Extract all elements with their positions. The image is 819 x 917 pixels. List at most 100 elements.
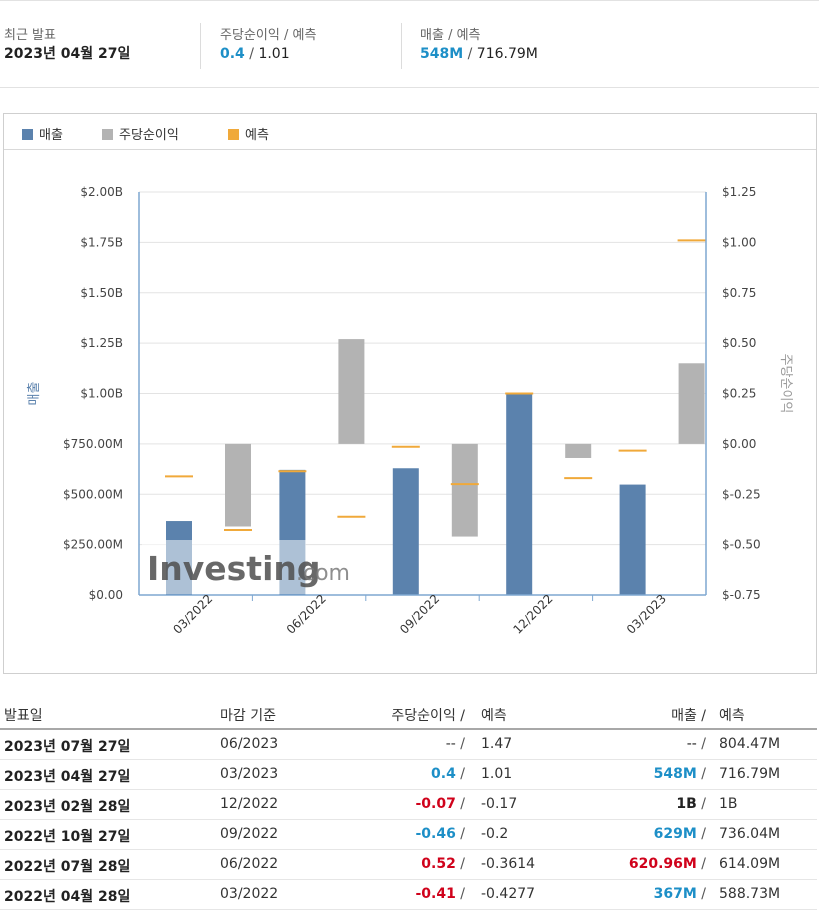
col-header-eps-forecast[interactable]: 예측 [481,708,507,724]
legend-item-forecast[interactable]: 예측 [228,124,269,143]
col-header-period[interactable]: 마감 기준 [220,708,276,724]
cell-release-date: 2022년 07월 28일 [4,859,131,875]
slash: / [455,856,465,872]
cell-eps-forecast: 1.47 [481,736,513,752]
revenue-forecast: 716.79M [476,46,538,62]
watermark-logo: Investing [147,549,321,588]
slash: / [467,46,473,62]
slash: / [455,766,465,782]
earnings-summary: 최근 발표 2023년 04월 27일 주당순이익 / 예측 0.4 / 1.0… [0,0,819,88]
eps-value: 0.4 [431,766,456,782]
col-header-revenue[interactable]: 매출 / [671,708,706,724]
cell-revenue: 629M / [654,826,706,842]
cell-eps: -0.46 / [415,826,465,842]
revenue-bar [506,393,533,595]
revenue-summary-block: 매출 / 예측 548M / 716.79M [420,27,538,63]
slash: / [283,28,289,43]
eps-value: 0.52 [421,856,456,872]
cell-revenue-forecast: 736.04M [719,826,781,842]
table-row: 2023년 02월 28일 12/2022 -0.07 /-0.17 1B /1B [0,790,817,820]
x-axis-tick-label: 09/2022 [397,592,442,637]
col-header-eps[interactable]: 주당순이익 / [391,708,465,724]
left-axis-tick-label: $750.00M [63,437,123,451]
eps-bar [678,363,705,444]
revenue-bar [619,484,646,595]
cell-revenue-forecast: 588.73M [719,886,781,902]
cell-eps: -0.07 / [415,796,465,812]
eps-label: 주당순이익 [220,28,280,43]
cell-release-date: 2023년 04월 27일 [4,769,131,785]
col-header-revenue-forecast[interactable]: 예측 [719,708,745,724]
eps-summary-value: 0.4 / 1.01 [220,45,316,63]
right-axis-tick-label: $0.25 [722,387,756,401]
table-row: 2023년 07월 27일 06/2023 -- / 1.47 -- / 804.47M [0,730,817,760]
right-axis-tick-label: $-0.25 [722,487,761,501]
revenue-value: 629M [653,826,697,842]
x-axis-tick-label: 03/2022 [170,592,215,637]
earnings-chart: 매출 주당순이익 예측 Investing .com $0.00 $-0.75 $2… [3,113,817,674]
revenue-value: -- [686,736,697,752]
cell-eps: 0.52 / [421,856,465,872]
cell-period: 06/2022 [220,856,279,872]
x-axis-tick-label: 06/2022 [284,592,329,637]
x-axis-tick-label: 12/2022 [510,592,555,637]
right-axis-tick-label: $1.00 [722,235,756,249]
revenue-bar [392,468,419,595]
revenue-value: 620.96M [628,856,697,872]
table-header: 발표일 마감 기준 주당순이익 / 예측 매출 / 예측 [0,700,817,730]
cell-eps-forecast: -0.2 [481,826,509,842]
left-axis-tick-label: $2.00B [80,185,123,199]
legend-item-eps[interactable]: 주당순이익 [102,124,179,143]
eps-bar [451,443,478,537]
latest-release-block: 최근 발표 2023년 04월 27일 [4,27,130,63]
slash: / [696,856,706,872]
right-axis-title: 주당순이익 [778,354,793,414]
cell-revenue: 620.96M / [629,856,706,872]
eps-value: -0.07 [415,796,456,812]
cell-period: 12/2022 [220,796,279,812]
revenue-value: 367M [653,886,697,902]
eps-value: -0.46 [415,826,456,842]
slash: / [448,28,453,43]
cell-release-date: 2022년 04월 28일 [4,889,131,905]
left-axis-tick-label: $1.75B [80,235,123,249]
cell-revenue-forecast: 716.79M [719,766,781,782]
eps-swatch [102,129,113,140]
left-axis-tick-label: $1.00B [80,387,123,401]
table-row: 2022년 04월 28일 03/2022 -0.41 / -0.4277 367M /… [0,880,817,910]
forecast-swatch [228,129,239,140]
slash: / [455,826,465,842]
left-axis-tick-label: $0.00 [89,588,123,602]
eps-value: -0.41 [415,886,456,902]
slash: / [455,736,465,752]
cell-release-date: 2023년 07월 27일 [4,739,131,755]
table-row: 2022년 10월 27일 09/2022 -0.46 / -0.2 629M / 736… [0,820,817,850]
slash: / [696,796,706,812]
revenue-value: 548M [653,766,697,782]
eps-bar [338,339,365,444]
cell-revenue: -- / [687,736,706,752]
legend-label: 주당순이익 [119,128,179,143]
watermark-logo-suffix: .com [296,561,350,586]
cell-eps-forecast: -0.17 [481,796,518,812]
revenue-summary-value: 548M / 716.79M [420,45,538,63]
cell-eps-forecast: -0.3614 [481,856,536,872]
slash: / [249,46,254,62]
chart-legend: 매출 주당순이익 예측 [4,114,816,150]
right-axis-tick-label: $1.25 [722,185,756,199]
latest-release-label: 최근 발표 [4,28,56,43]
x-axis-tick-label: 03/2023 [624,592,669,637]
revenue-actual: 548M [420,46,464,62]
cell-period: 03/2023 [220,766,279,782]
legend-item-revenue[interactable]: 매출 [22,124,63,143]
col-header-date[interactable]: 발표일 [4,708,43,724]
right-axis-tick-label: $0.75 [722,286,756,300]
cell-release-date: 2023년 02월 28일 [4,799,131,815]
slash: / [696,826,706,842]
chart-plot: Investing .com $0.00 $-0.75 $250.00M $-0.50… [27,185,793,637]
revenue-label: 매출 [420,28,444,43]
right-axis-tick-label: $0.50 [722,336,756,350]
cell-eps: -0.41 / [415,886,465,902]
cell-revenue: 1B / [676,796,706,812]
legend-label: 예측 [245,128,269,143]
